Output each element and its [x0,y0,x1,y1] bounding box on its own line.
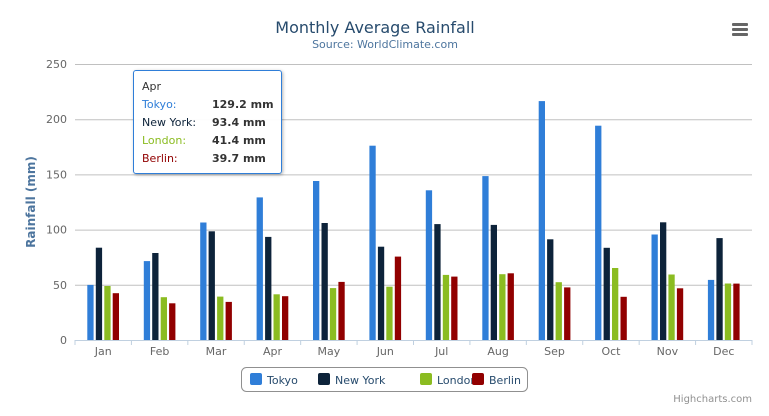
bar-new-york-mar[interactable] [208,231,215,340]
bar-berlin-apr[interactable] [282,296,289,340]
legend-item-new-york[interactable]: New York [318,373,386,387]
legend-label: London [437,374,477,387]
bar-new-york-aug[interactable] [490,224,497,340]
bar-new-york-sep[interactable] [547,239,554,340]
bar-berlin-dec[interactable] [733,283,740,340]
bar-london-may[interactable] [329,288,337,340]
x-tick-label: Jul [434,345,448,358]
bar-london-feb[interactable] [160,297,167,340]
tooltip-value: 93.4 mm [212,116,266,129]
bar-new-york-jun[interactable] [377,246,385,340]
tooltip-label: Berlin: [142,152,178,165]
bar-tokyo-jul[interactable] [425,190,433,340]
legend-label: New York [335,374,386,387]
bar-london-oct[interactable] [612,268,619,340]
bar-new-york-apr[interactable] [265,236,272,340]
bar-tokyo-sep[interactable] [538,101,545,340]
tooltip-header: Apr [142,80,162,93]
bar-london-jun[interactable] [386,286,393,340]
x-tick-label: May [318,345,341,358]
hamburger-menu-icon[interactable] [730,22,750,38]
bar-tokyo-jan[interactable] [87,284,94,340]
bar-berlin-feb[interactable] [169,303,176,340]
tooltip-value: 129.2 mm [212,98,274,111]
bar-london-nov[interactable] [668,274,675,341]
bar-tokyo-apr[interactable] [256,197,263,340]
legend-symbol [472,373,484,385]
bar-london-jan[interactable] [104,286,111,340]
bar-new-york-oct[interactable] [603,247,610,340]
bar-tokyo-may[interactable] [313,181,320,340]
tooltip-row-london: London: 41.4 mm [142,134,266,147]
tooltip-value: 39.7 mm [212,152,266,165]
bar-new-york-feb[interactable] [152,253,159,340]
y-tick-label: 50 [53,279,67,292]
bar-new-york-nov[interactable] [660,222,667,340]
bar-berlin-jul[interactable] [451,276,458,340]
legend-symbol [420,373,432,385]
legend-item-london[interactable]: London [420,373,477,387]
bar-berlin-aug[interactable] [507,273,514,340]
y-tick-label: 250 [46,58,67,71]
x-tick-label: Nov [657,345,679,358]
bar-berlin-oct[interactable] [620,296,627,340]
bar-new-york-jul[interactable] [434,224,441,340]
x-tick-label: Apr [263,345,283,358]
x-tick-label: Jun [376,345,394,358]
y-tick-label: 200 [46,113,67,126]
y-tick-label: 100 [46,224,67,237]
x-tick-label: Dec [713,345,734,358]
tooltip-label: Tokyo: [142,98,177,111]
bar-london-apr[interactable] [273,294,280,340]
bar-tokyo-oct[interactable] [595,125,602,340]
x-tick-label: Sep [544,345,565,358]
bar-london-mar[interactable] [217,296,224,340]
bar-london-jul[interactable] [442,274,450,340]
y-tick-label: 150 [46,168,67,181]
bar-berlin-sep[interactable] [564,287,571,340]
chart-subtitle: Source: WorldClimate.com [312,38,458,51]
bar-london-dec[interactable] [724,283,732,341]
bar-berlin-nov[interactable] [676,288,684,340]
x-tick-label: Aug [487,345,508,358]
tooltip-row-new-york: New York: 93.4 mm [142,116,266,129]
x-tick-label: Feb [150,345,169,358]
legend-symbol [250,373,262,385]
credits[interactable]: Highcharts.com [673,394,752,405]
x-tick-label: Mar [206,345,227,358]
bar-berlin-jun[interactable] [394,256,402,340]
bar-tokyo-feb[interactable] [143,261,151,340]
legend-box [241,367,528,392]
legend-symbol [318,373,330,385]
bar-new-york-jan[interactable] [95,247,103,340]
bar-london-sep[interactable] [555,282,562,340]
tooltip-row-tokyo: Tokyo: 129.2 mm [142,98,274,111]
bar-tokyo-mar[interactable] [200,222,207,341]
bar-tokyo-jun[interactable] [369,145,376,340]
y-axis-title: Rainfall (mm) [24,156,38,248]
bar-new-york-dec[interactable] [716,238,723,340]
tooltip-label: London: [142,134,187,147]
bar-tokyo-nov[interactable] [651,234,658,341]
bar-tokyo-aug[interactable] [482,176,489,340]
x-tick-label: Oct [601,345,621,358]
legend-item-berlin[interactable]: Berlin [472,373,521,387]
bar-new-york-may[interactable] [321,223,328,340]
bar-tokyo-dec[interactable] [707,279,715,340]
tooltip-row-berlin: Berlin: 39.7 mm [142,152,266,165]
chart-title: Monthly Average Rainfall [275,18,474,37]
legend-label: Tokyo [266,374,298,387]
bar-london-aug[interactable] [499,274,506,340]
bar-berlin-jan[interactable] [112,293,119,340]
tooltip-value: 41.4 mm [212,134,266,147]
y-tick-label: 0 [60,334,67,347]
legend-label: Berlin [489,374,521,387]
x-tick-label: Jan [94,345,112,358]
bar-berlin-mar[interactable] [225,301,232,340]
bar-berlin-may[interactable] [338,281,345,340]
tooltip: Apr Tokyo: 129.2 mm New York: 93.4 mm Lond… [133,70,282,174]
legend-item-tokyo[interactable]: Tokyo [250,373,298,387]
tooltip-label: New York: [142,116,197,129]
